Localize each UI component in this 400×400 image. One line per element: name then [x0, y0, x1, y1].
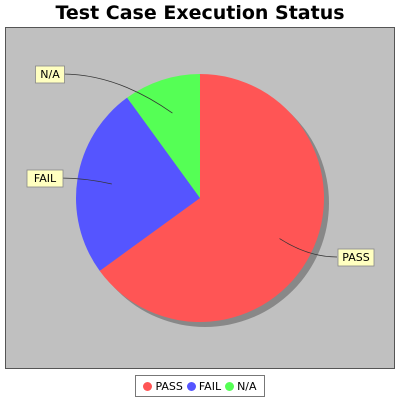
legend-swatch-fail: [186, 381, 196, 391]
pie-slice-pass: [99, 74, 325, 322]
slice-label-na: N/A: [40, 68, 60, 81]
slice-label-box-fail: [26, 169, 64, 188]
legend-item-pass: PASS: [143, 379, 183, 393]
pie-slice-fail: [76, 97, 200, 271]
pie-slice-na: [127, 74, 200, 198]
legend-label-na: N/A: [237, 379, 257, 393]
slice-label-pass: PASS: [342, 251, 369, 264]
callout-line-na: [61, 73, 173, 114]
legend-swatch-na: [225, 381, 235, 391]
legend-item-na: N/A: [225, 379, 257, 393]
legend-label-fail: FAIL: [198, 379, 222, 393]
chart-title: Test Case Execution Status: [55, 2, 345, 24]
slice-label-box-na: [35, 65, 65, 84]
legend-swatch-pass: [143, 381, 153, 391]
slice-label-fail: FAIL: [34, 172, 57, 185]
legend-label-pass: PASS: [155, 379, 183, 393]
slice-label-box-pass: [337, 248, 375, 267]
callout-line-pass: [279, 238, 338, 258]
legend: PASS FAIL N/A: [135, 375, 265, 397]
legend-item-fail: FAIL: [186, 379, 222, 393]
callout-line-fail: [59, 177, 112, 185]
